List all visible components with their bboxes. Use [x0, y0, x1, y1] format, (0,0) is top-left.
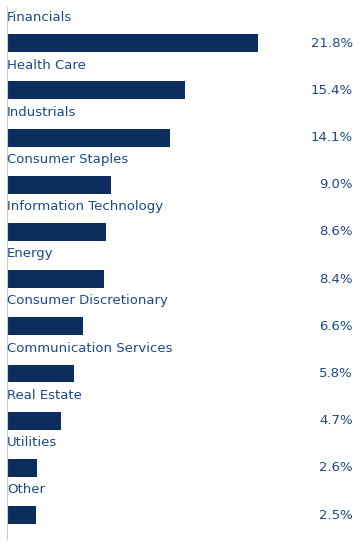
Text: 9.0%: 9.0% [320, 178, 353, 191]
Text: Financials: Financials [7, 11, 72, 25]
Text: 8.6%: 8.6% [320, 225, 353, 238]
Bar [7, 270, 104, 288]
Bar [7, 176, 111, 194]
Text: 4.7%: 4.7% [319, 414, 353, 427]
Text: 14.1%: 14.1% [311, 131, 353, 144]
Text: Other: Other [7, 483, 45, 496]
Text: Communication Services: Communication Services [7, 342, 172, 354]
Bar [7, 364, 74, 382]
Text: Industrials: Industrials [7, 106, 76, 119]
Bar [7, 82, 185, 100]
Bar [7, 317, 83, 335]
Text: 15.4%: 15.4% [311, 84, 353, 97]
Text: Real Estate: Real Estate [7, 389, 82, 402]
Text: Consumer Staples: Consumer Staples [7, 153, 128, 166]
Bar [7, 506, 36, 524]
Text: 2.5%: 2.5% [319, 509, 353, 521]
Text: 5.8%: 5.8% [319, 367, 353, 380]
Text: 21.8%: 21.8% [311, 37, 353, 50]
Bar [7, 34, 258, 52]
Bar [7, 412, 61, 429]
Bar [7, 223, 106, 241]
Text: 8.4%: 8.4% [320, 272, 353, 286]
Text: Information Technology: Information Technology [7, 200, 163, 213]
Bar [7, 129, 170, 147]
Text: Utilities: Utilities [7, 436, 57, 449]
Text: Health Care: Health Care [7, 59, 86, 72]
Text: Energy: Energy [7, 247, 54, 260]
Text: 2.6%: 2.6% [319, 461, 353, 474]
Bar [7, 459, 37, 477]
Text: Consumer Discretionary: Consumer Discretionary [7, 294, 168, 307]
Text: 6.6%: 6.6% [320, 320, 353, 333]
